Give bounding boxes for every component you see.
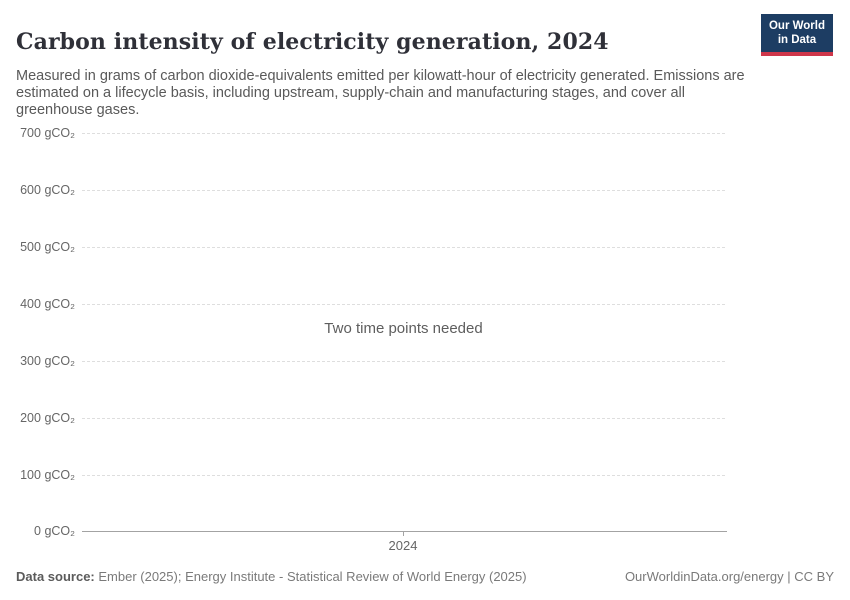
x-axis-line: [82, 531, 727, 532]
gridline: [82, 418, 725, 419]
datasource-value: Ember (2025); Energy Institute - Statist…: [94, 569, 527, 584]
footer-credit-link[interactable]: OurWorldinData.org/energy | CC BY: [624, 569, 834, 584]
gridline: [82, 133, 725, 134]
owid-logo-line2: in Data: [777, 34, 817, 47]
chart-footer: Data source: Ember (2025); Energy Instit…: [16, 569, 834, 584]
y-axis-tick-label: 300 gCO₂: [20, 354, 75, 368]
footer-datasource: Data source: Ember (2025); Energy Instit…: [16, 569, 527, 584]
chart-title: Carbon intensity of electricity generati…: [16, 28, 609, 55]
owid-logo: Our World in Data: [760, 14, 833, 56]
y-axis-tick-label: 700 gCO₂: [20, 126, 75, 140]
gridline: [82, 247, 725, 248]
y-axis-tick-label: 100 gCO₂: [20, 468, 75, 482]
gridline: [82, 190, 725, 191]
x-axis-tick-label: 2024: [388, 538, 418, 553]
owid-logo-line1: Our World: [768, 20, 825, 32]
y-axis-tick-label: 500 gCO₂: [20, 240, 75, 254]
chart-subtitle: Measured in grams of carbon dioxide-equi…: [16, 67, 745, 118]
gridline: [82, 304, 725, 305]
y-axis-tick-label: 600 gCO₂: [20, 183, 75, 197]
empty-chart-message: Two time points needed: [324, 320, 483, 337]
gridline: [82, 475, 725, 476]
datasource-label: Data source:: [16, 569, 95, 584]
y-axis-tick-label: 0 gCO₂: [34, 524, 75, 538]
y-axis-tick-label: 400 gCO₂: [20, 297, 75, 311]
y-axis-tick-label: 200 gCO₂: [20, 411, 75, 425]
x-axis-tick-mark: [403, 532, 404, 536]
gridline: [82, 361, 725, 362]
